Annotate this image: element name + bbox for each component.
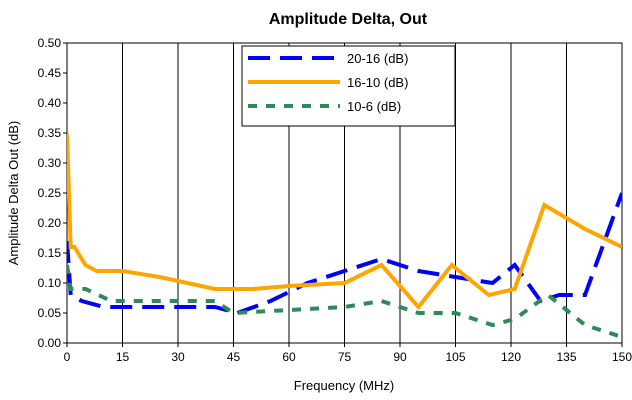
y-tick-label: 0.40 (38, 96, 62, 110)
legend-box (241, 45, 456, 127)
y-tick-label: 0.45 (38, 66, 62, 80)
x-tick-label: 45 (227, 350, 241, 364)
x-tick-label: 150 (612, 350, 632, 364)
legend-label: 10-6 (dB) (347, 99, 401, 114)
x-tick-label: 60 (282, 350, 296, 364)
y-tick-label: 0.20 (38, 216, 62, 230)
x-tick-label: 120 (501, 350, 521, 364)
legend-label: 20-16 (dB) (347, 51, 408, 66)
series-lines (67, 132, 622, 339)
y-tick-label: 0.05 (38, 306, 62, 320)
y-axis-label: Amplitude Delta Out (dB) (6, 121, 21, 266)
series-line-2 (67, 264, 622, 339)
x-axis-label: Frequency (MHz) (294, 378, 394, 393)
x-tick-label: 75 (338, 350, 352, 364)
y-tick-label: 0.25 (38, 186, 62, 200)
x-tick-label: 30 (171, 350, 185, 364)
y-axis: 0.00 0.05 0.10 0.15 0.20 0.25 0.30 0.35 0.40 0.45… (38, 36, 67, 350)
x-tick-label: 0 (64, 350, 71, 364)
y-tick-label: 0.15 (38, 246, 62, 260)
x-tick-label: 135 (556, 350, 576, 364)
y-tick-label: 0.10 (38, 276, 62, 290)
y-tick-label: 0.00 (38, 336, 62, 350)
y-tick-label: 0.50 (38, 36, 62, 50)
series-line-0 (67, 192, 622, 316)
chart-title: Amplitude Delta, Out (269, 11, 428, 28)
series-line-1 (67, 132, 622, 311)
x-tick-label: 90 (393, 350, 407, 364)
y-tick-label: 0.35 (38, 126, 62, 140)
y-tick-label: 0.30 (38, 156, 62, 170)
legend: 20-16 (dB) 16-10 (dB) 10-6 (dB) (241, 45, 456, 127)
x-axis: 0 15 30 45 60 75 90 105 120 135 150 (64, 343, 632, 364)
legend-label: 16-10 (dB) (347, 75, 408, 90)
x-tick-label: 15 (116, 350, 130, 364)
x-tick-label: 105 (445, 350, 465, 364)
